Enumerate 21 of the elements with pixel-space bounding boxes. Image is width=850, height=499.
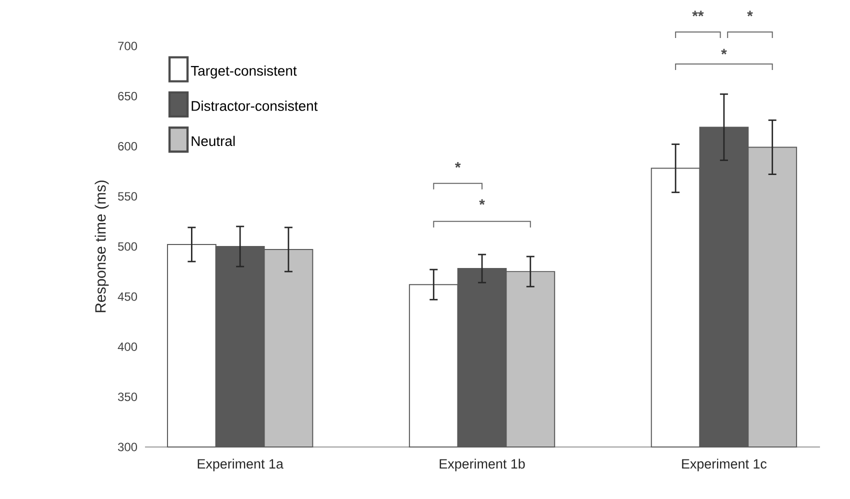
legend-label: Distractor-consistent — [192, 100, 318, 111]
x-tick-label: Experiment 1a — [198, 458, 284, 472]
x-tick-label: Experiment 1b — [440, 458, 525, 472]
y-tick-label: 700 — [118, 42, 138, 50]
annotation: * — [721, 48, 727, 54]
y-tick-label: 650 — [118, 92, 138, 100]
y-tick-label: 600 — [118, 142, 138, 150]
y-tick-label: 300 — [118, 442, 138, 452]
text: ** — [692, 10, 704, 16]
legend-label: Target-consistent — [190, 66, 297, 79]
legend-label: Neutral — [192, 136, 235, 146]
annotation: * — [479, 199, 485, 205]
x-tick-label: Experiment 1c — [682, 458, 767, 472]
y-tick-label: 500 — [118, 242, 138, 251]
y-axis-title: Response time (ms) — [94, 180, 109, 312]
y-tick-label: 400 — [118, 342, 138, 351]
y-tick-label: 350 — [118, 392, 138, 402]
y-tick-label: 550 — [118, 192, 138, 201]
y-tick-label: 450 — [118, 292, 138, 301]
annotation: * — [454, 162, 461, 168]
text: * — [747, 10, 753, 16]
